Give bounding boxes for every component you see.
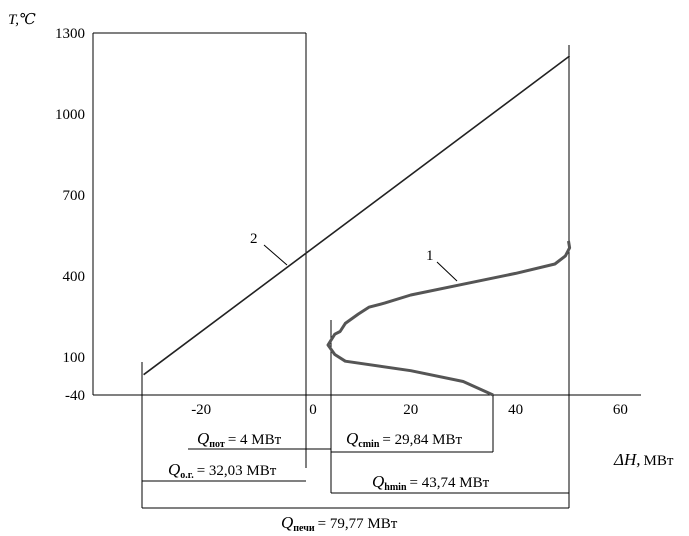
q-pechi-annotation: Qпечи = 79,77 МВт [281, 513, 398, 534]
y-tick-label: 700 [63, 188, 86, 204]
y-tick-label: 1000 [55, 107, 85, 123]
x-tick-label: 60 [613, 402, 628, 418]
y-tick-label: 1300 [55, 26, 85, 42]
q-og-annotation: Qо.г. = 32,03 МВт [168, 460, 277, 481]
series-line-1 [326, 240, 572, 397]
curve-label-2: 2 [250, 231, 258, 247]
y-tick-label: -40 [65, 388, 85, 404]
x-tick-label: 20 [403, 402, 418, 418]
curve-2-leader [263, 244, 288, 266]
y-tick-label: 100 [63, 350, 86, 366]
series-group [143, 55, 572, 397]
q-pot-annotation: Qпот = 4 МВт [197, 429, 282, 450]
q-hmin-annotation: Qhmin = 43,74 МВт [372, 472, 490, 493]
x-tick-label: 40 [508, 402, 523, 418]
series-line-2 [143, 55, 571, 376]
x-axis-label: ΔH, МВт [613, 450, 674, 469]
curve-1-leader [436, 261, 458, 282]
q-cmin-annotation: Qcmin = 29,84 МВт [346, 429, 462, 450]
x-tick-label: 0 [309, 402, 317, 418]
y-tick-label: 400 [63, 269, 86, 285]
y-axis-label: T,℃ [8, 12, 36, 28]
curve-label-1: 1 [426, 248, 434, 264]
x-tick-label: -20 [191, 402, 211, 418]
x-tick-labels: -20 0 20 40 60 [191, 402, 628, 418]
y-tick-labels: -40 100 400 700 1000 1300 [55, 26, 85, 404]
